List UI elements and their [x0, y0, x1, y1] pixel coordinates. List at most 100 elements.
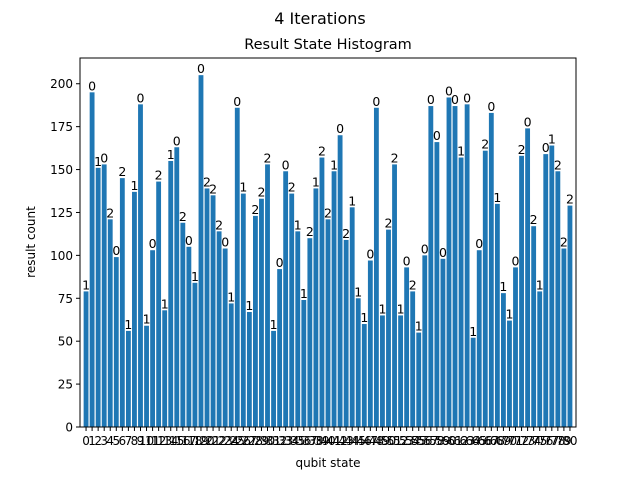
bar-data-label: 2	[251, 202, 259, 217]
bar-data-label: 1	[330, 157, 338, 172]
y-tick-label: 25	[58, 378, 73, 392]
bar-data-label: 2	[342, 226, 350, 241]
x-tick-label: 50	[381, 434, 396, 448]
x-tick-label: 56	[417, 434, 432, 448]
bar-labels-group: 1010202110102110201022201011222100211212…	[82, 61, 574, 339]
x-tick-label: 70	[502, 434, 517, 448]
bar	[204, 188, 210, 427]
x-tick-label: 45	[351, 434, 366, 448]
bar	[464, 104, 470, 427]
y-tick-label: 125	[50, 206, 73, 220]
bar-data-label: 1	[348, 193, 356, 208]
bar-data-label: 1	[354, 284, 362, 299]
bar	[373, 107, 379, 428]
x-tick-label: 64	[466, 434, 481, 448]
bar-data-label: 0	[512, 253, 520, 268]
x-tick-label: 47	[363, 434, 378, 448]
bar-data-label: 0	[451, 92, 459, 107]
bar-data-label: 2	[385, 216, 393, 231]
x-tick-label: 3	[100, 434, 108, 448]
bar	[567, 205, 573, 427]
bar-data-label: 0	[137, 90, 145, 105]
bar-data-label: 1	[505, 307, 513, 322]
x-tick-label: 8	[131, 434, 139, 448]
bar-data-label: 1	[294, 217, 302, 232]
bar	[422, 255, 428, 427]
x-axis: 0123456789101112131415161718192021222324…	[82, 427, 578, 448]
bar	[301, 300, 307, 427]
x-tick-label: 39	[314, 434, 329, 448]
bar-data-label: 2	[264, 150, 272, 165]
bar	[525, 128, 531, 427]
bar-data-label: 0	[542, 140, 550, 155]
x-tick-label: 46	[357, 434, 372, 448]
bar-data-label: 1	[270, 317, 278, 332]
x-tick-label: 73	[520, 434, 535, 448]
bar-data-label: 1	[227, 289, 235, 304]
bar-data-label: 0	[185, 233, 193, 248]
y-tick-label: 0	[65, 421, 73, 435]
bar-data-label: 2	[481, 137, 489, 152]
bar-data-label: 1	[499, 279, 507, 294]
bar	[355, 298, 361, 427]
bar-data-label: 2	[409, 277, 417, 292]
x-tick-label: 26	[236, 434, 251, 448]
x-tick-label: 1	[88, 434, 96, 448]
x-tick-label: 33	[278, 434, 293, 448]
bar	[83, 291, 89, 427]
x-tick-label: 79	[556, 434, 571, 448]
x-tick-label: 6	[119, 434, 127, 448]
bar	[277, 269, 283, 427]
x-tick-label: 22	[211, 434, 226, 448]
x-tick-label: 63	[459, 434, 474, 448]
bar	[180, 222, 186, 427]
x-tick-label: 59	[435, 434, 450, 448]
x-tick-label: 5	[112, 434, 120, 448]
bar	[513, 267, 518, 427]
x-tick-label: 12	[151, 434, 166, 448]
bar	[246, 312, 252, 427]
bar-data-label: 1	[130, 178, 138, 193]
bar-data-label: 0	[233, 94, 241, 109]
bar-data-label: 1	[239, 180, 247, 195]
bar-data-label: 1	[161, 296, 169, 311]
x-tick-label: 14	[163, 434, 178, 448]
bar	[331, 171, 337, 427]
bar-data-label: 0	[173, 133, 181, 148]
y-axis: 0 25 50 75 100 125 150 175 200	[50, 77, 80, 435]
x-tick-label: 49	[375, 434, 390, 448]
bar-data-label: 1	[191, 269, 199, 284]
bar	[150, 250, 156, 427]
bar	[561, 248, 567, 427]
x-tick-label: 65	[472, 434, 487, 448]
x-tick-label: 24	[224, 434, 239, 448]
y-tick-label: 150	[50, 163, 73, 177]
bar	[271, 330, 276, 427]
bar-data-label: 1	[397, 301, 405, 316]
bar	[259, 198, 264, 427]
bar	[349, 207, 355, 427]
bar-data-label: 0	[475, 236, 483, 251]
bar-data-label: 2	[257, 185, 265, 200]
plot-frame	[79, 57, 577, 428]
bar	[404, 267, 410, 427]
x-tick-label: 72	[514, 434, 529, 448]
bar	[228, 303, 234, 427]
bar-data-label: 1	[457, 144, 465, 159]
bar	[380, 315, 385, 427]
bar	[144, 325, 149, 427]
x-tick-label: 52	[393, 434, 408, 448]
x-tick-label: 62	[453, 434, 468, 448]
bar	[446, 97, 452, 427]
bar-data-label: 1	[245, 298, 253, 313]
x-tick-label: 37	[302, 434, 317, 448]
bar-data-label: 1	[548, 132, 556, 147]
bar	[537, 291, 543, 427]
bar	[319, 157, 325, 428]
x-tick-label: 41	[326, 434, 341, 448]
x-tick-label: 53	[399, 434, 414, 448]
x-tick-label: 20	[199, 434, 214, 448]
x-tick-label: 13	[157, 434, 172, 448]
x-axis-label: qubit state	[295, 456, 360, 470]
x-tick-label: 48	[369, 434, 384, 448]
